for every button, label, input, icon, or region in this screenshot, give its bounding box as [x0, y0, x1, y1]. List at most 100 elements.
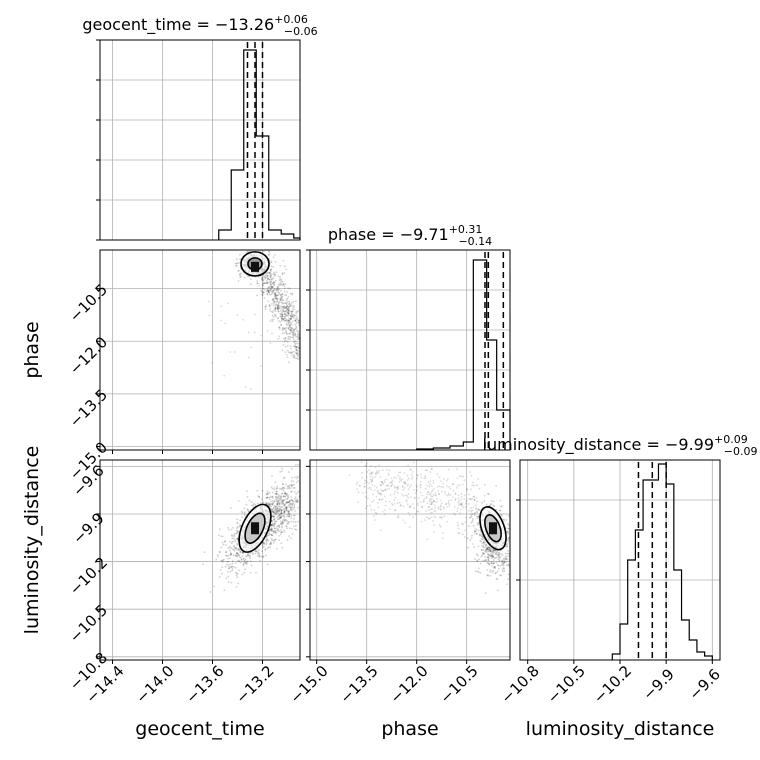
sample-point: [282, 502, 284, 505]
sample-point: [258, 556, 261, 558]
sample-point: [492, 562, 494, 565]
sample-point: [277, 304, 280, 307]
sample-point: [287, 296, 290, 298]
sample-point: [292, 334, 295, 336]
sample-point: [261, 287, 264, 290]
sample-point: [493, 562, 495, 564]
sample-point: [256, 502, 259, 505]
sample-point: [281, 546, 284, 549]
sample-point: [487, 546, 490, 548]
sample-point: [388, 500, 391, 503]
sample-point: [275, 492, 278, 495]
sample-point: [482, 553, 485, 555]
sample-point: [262, 284, 265, 287]
sample-point: [273, 302, 275, 305]
sample-point: [230, 581, 233, 584]
sample-point: [225, 554, 227, 557]
sample-point: [278, 507, 281, 510]
sample-point: [283, 514, 286, 517]
sample-point: [272, 256, 275, 259]
sample-point: [426, 516, 429, 519]
sample-point: [391, 481, 393, 484]
sample-point: [278, 328, 281, 331]
sample-point: [203, 551, 206, 554]
sample-point: [290, 351, 293, 354]
sample-point: [358, 484, 361, 487]
sample-point: [295, 349, 298, 352]
sample-point: [270, 286, 273, 289]
sample-point: [285, 525, 288, 528]
sample-point: [264, 548, 267, 551]
sample-point: [283, 510, 286, 513]
sample-point: [484, 550, 487, 553]
sample-point: [293, 483, 296, 486]
sample-point: [472, 495, 475, 498]
sample-point: [234, 540, 237, 543]
sample-point: [278, 514, 281, 517]
sample-point: [293, 329, 295, 332]
sample-point: [397, 474, 399, 477]
sample-point: [480, 549, 483, 551]
sample-point: [272, 530, 274, 533]
sample-point: [220, 559, 223, 562]
sample-point: [427, 506, 430, 509]
sample-point: [442, 478, 445, 480]
sample-point: [218, 551, 221, 553]
sample-point: [461, 505, 464, 508]
sample-point: [294, 323, 297, 326]
xtick-label-geocent: −14.0: [132, 662, 177, 707]
sample-point: [441, 537, 444, 540]
sample-point: [286, 320, 289, 323]
sample-point: [395, 486, 398, 489]
sample-point: [416, 477, 418, 480]
sample-point: [280, 529, 282, 531]
sample-point: [231, 568, 234, 570]
sample-point: [276, 507, 278, 510]
sample-point: [275, 295, 278, 297]
sample-point: [291, 354, 294, 357]
sample-point: [410, 484, 413, 487]
sample-point: [281, 308, 283, 311]
sample-point: [464, 506, 467, 508]
sample-point: [270, 310, 273, 313]
sample-point: [271, 510, 274, 513]
sample-point: [267, 501, 270, 504]
sample-point: [500, 513, 502, 516]
sample-point: [275, 509, 278, 511]
sample-point: [278, 524, 281, 527]
sample-point: [430, 468, 433, 471]
sample-point: [266, 293, 269, 296]
sample-point: [230, 565, 233, 568]
sample-point: [405, 499, 408, 502]
sample-point: [291, 504, 294, 507]
sample-point: [272, 298, 275, 300]
sample-point: [365, 464, 368, 467]
sample-point: [281, 509, 283, 512]
sample-point: [274, 279, 277, 282]
sample-point: [278, 525, 280, 528]
sample-point: [265, 497, 268, 499]
sample-point: [287, 496, 290, 498]
sample-point: [293, 329, 295, 332]
sample-point: [249, 571, 252, 574]
sample-point: [278, 494, 280, 497]
sample-point: [424, 487, 427, 490]
xlabel-luminosity-distance: luminosity_distance: [526, 718, 715, 740]
sample-point: [271, 515, 274, 517]
sample-point: [373, 489, 376, 492]
sample-point: [269, 542, 272, 545]
sample-point: [293, 505, 296, 508]
sample-point: [500, 552, 503, 555]
sample-point: [235, 571, 237, 574]
sample-point: [397, 487, 400, 490]
sample-point: [235, 529, 238, 532]
sample-point: [277, 499, 280, 502]
sample-point: [279, 497, 282, 500]
sample-point: [253, 502, 255, 505]
sample-point: [482, 545, 485, 548]
sample-point: [235, 265, 237, 268]
sample-point: [272, 315, 275, 318]
sample-point: [290, 317, 293, 320]
sample-point: [444, 490, 446, 493]
sample-point: [208, 300, 210, 303]
